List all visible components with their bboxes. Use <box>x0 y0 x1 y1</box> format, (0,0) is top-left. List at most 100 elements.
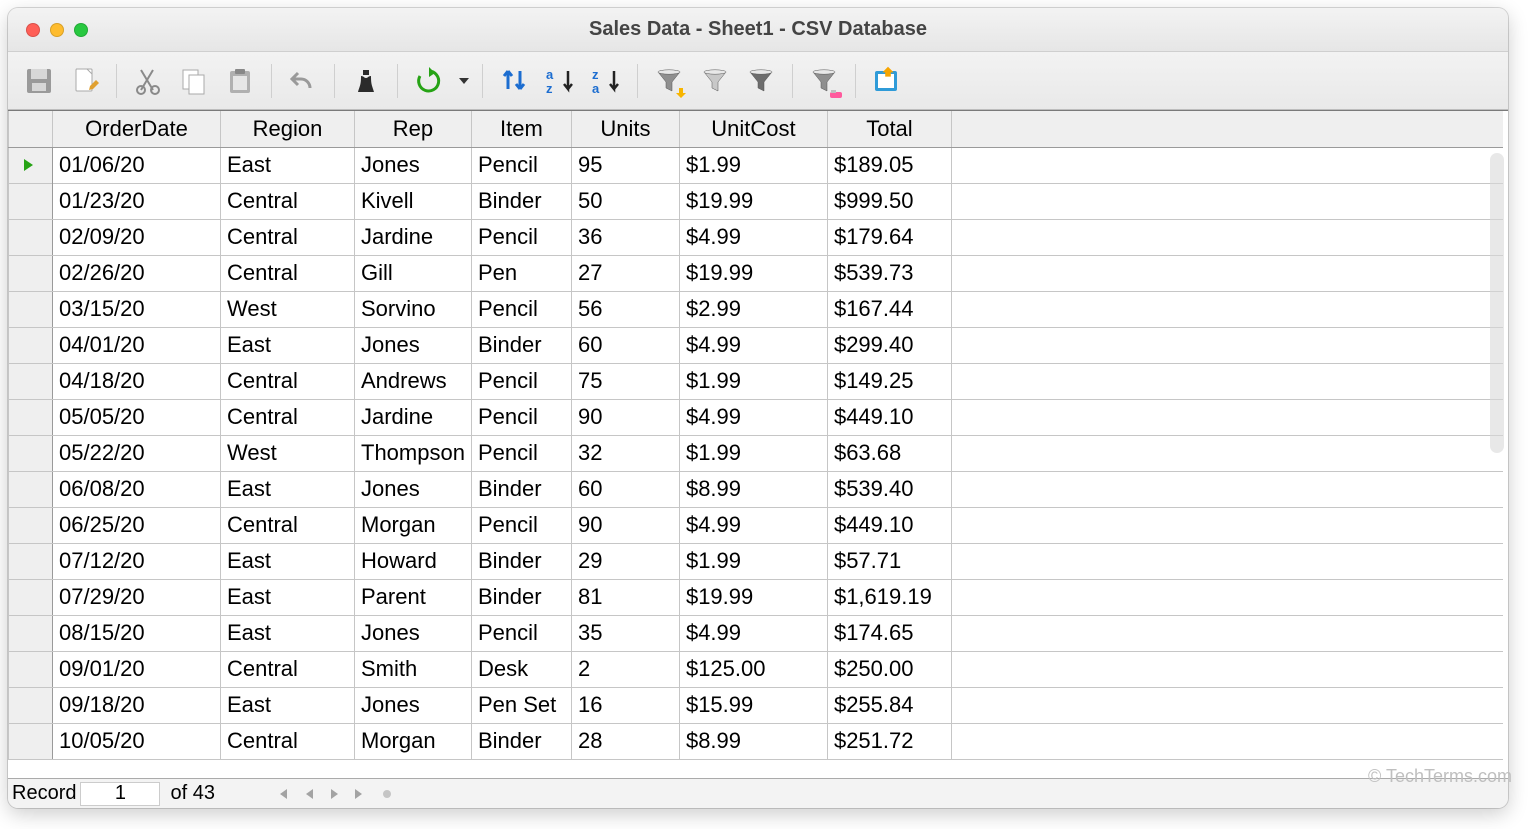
record-number-field[interactable]: 1 <box>80 782 160 806</box>
prev-record-button[interactable] <box>298 783 320 805</box>
cell[interactable]: Desk <box>471 651 571 687</box>
row-header[interactable] <box>9 471 53 507</box>
cell[interactable]: West <box>221 291 355 327</box>
cell[interactable]: 16 <box>571 687 679 723</box>
cell[interactable]: $1.99 <box>679 435 827 471</box>
cell[interactable]: Thompson <box>355 435 472 471</box>
cell[interactable]: Smith <box>355 651 472 687</box>
cell[interactable]: $4.99 <box>679 507 827 543</box>
new-record-button[interactable] <box>376 783 398 805</box>
last-record-button[interactable] <box>350 783 372 805</box>
cell[interactable]: 10/05/20 <box>53 723 221 759</box>
cell[interactable]: $4.99 <box>679 615 827 651</box>
autofilter-icon[interactable] <box>648 60 690 102</box>
cell[interactable]: $449.10 <box>827 507 951 543</box>
clear-filter-icon[interactable] <box>803 60 845 102</box>
cell[interactable]: $539.40 <box>827 471 951 507</box>
row-header[interactable] <box>9 255 53 291</box>
cell[interactable]: 60 <box>571 327 679 363</box>
refresh-icon[interactable] <box>408 60 450 102</box>
apply-filter-icon[interactable] <box>694 60 736 102</box>
cell[interactable]: East <box>221 615 355 651</box>
next-record-button[interactable] <box>324 783 346 805</box>
cell[interactable]: Central <box>221 183 355 219</box>
cell[interactable]: 90 <box>571 399 679 435</box>
cell[interactable]: $15.99 <box>679 687 827 723</box>
cell[interactable]: Pen <box>471 255 571 291</box>
cell[interactable]: 2 <box>571 651 679 687</box>
cell[interactable]: 06/25/20 <box>53 507 221 543</box>
cell[interactable]: Pencil <box>471 615 571 651</box>
cell[interactable]: Binder <box>471 471 571 507</box>
cell[interactable]: $149.25 <box>827 363 951 399</box>
cell[interactable]: $250.00 <box>827 651 951 687</box>
cell[interactable]: $167.44 <box>827 291 951 327</box>
cell[interactable]: 95 <box>571 147 679 183</box>
cell[interactable]: 32 <box>571 435 679 471</box>
cell[interactable]: East <box>221 471 355 507</box>
cell[interactable]: $255.84 <box>827 687 951 723</box>
cell[interactable]: $174.65 <box>827 615 951 651</box>
row-header[interactable] <box>9 435 53 471</box>
cell[interactable]: 09/01/20 <box>53 651 221 687</box>
column-header[interactable]: Item <box>471 111 571 147</box>
cell[interactable]: 05/05/20 <box>53 399 221 435</box>
cell[interactable]: 07/12/20 <box>53 543 221 579</box>
cell[interactable]: Jones <box>355 687 472 723</box>
cell[interactable]: $449.10 <box>827 399 951 435</box>
data-to-text-icon[interactable] <box>866 60 908 102</box>
sort-icon[interactable] <box>493 60 535 102</box>
cell[interactable]: Binder <box>471 543 571 579</box>
sort-asc-icon[interactable]: az <box>539 60 581 102</box>
cell[interactable]: $1,619.19 <box>827 579 951 615</box>
cell[interactable]: 75 <box>571 363 679 399</box>
cell[interactable]: East <box>221 687 355 723</box>
cell[interactable]: East <box>221 147 355 183</box>
cell[interactable]: 04/01/20 <box>53 327 221 363</box>
row-header[interactable] <box>9 327 53 363</box>
cell[interactable]: $189.05 <box>827 147 951 183</box>
row-header[interactable] <box>9 507 53 543</box>
cell[interactable]: Pencil <box>471 507 571 543</box>
cell[interactable]: 09/18/20 <box>53 687 221 723</box>
cell[interactable]: Central <box>221 399 355 435</box>
cell[interactable]: $999.50 <box>827 183 951 219</box>
save-icon[interactable] <box>18 60 60 102</box>
cell[interactable]: 60 <box>571 471 679 507</box>
cell[interactable]: Jones <box>355 327 472 363</box>
cell[interactable]: 07/29/20 <box>53 579 221 615</box>
row-header[interactable] <box>9 291 53 327</box>
refresh-icon-dropdown[interactable] <box>454 60 472 102</box>
data-grid[interactable]: OrderDateRegionRepItemUnitsUnitCostTotal… <box>8 110 1508 778</box>
cell[interactable]: Pencil <box>471 435 571 471</box>
cell[interactable]: Central <box>221 363 355 399</box>
cell[interactable]: Jones <box>355 615 472 651</box>
vertical-scrollbar[interactable] <box>1490 153 1504 453</box>
cell[interactable]: $4.99 <box>679 219 827 255</box>
paste-icon[interactable] <box>219 60 261 102</box>
row-header[interactable] <box>9 363 53 399</box>
cell[interactable]: 01/23/20 <box>53 183 221 219</box>
cell[interactable]: Binder <box>471 723 571 759</box>
cell[interactable]: Pencil <box>471 363 571 399</box>
cell[interactable]: 27 <box>571 255 679 291</box>
cell[interactable]: $1.99 <box>679 147 827 183</box>
cell[interactable]: $299.40 <box>827 327 951 363</box>
cell[interactable]: Andrews <box>355 363 472 399</box>
cell[interactable]: 06/08/20 <box>53 471 221 507</box>
cell[interactable]: $1.99 <box>679 363 827 399</box>
cell[interactable]: Parent <box>355 579 472 615</box>
cell[interactable]: 05/22/20 <box>53 435 221 471</box>
row-header[interactable] <box>9 723 53 759</box>
first-record-button[interactable] <box>272 783 294 805</box>
cell[interactable]: 08/15/20 <box>53 615 221 651</box>
column-header[interactable]: UnitCost <box>679 111 827 147</box>
cell[interactable]: Pencil <box>471 147 571 183</box>
cell[interactable]: 35 <box>571 615 679 651</box>
cell[interactable]: Pencil <box>471 291 571 327</box>
row-header[interactable] <box>9 147 53 183</box>
cell[interactable]: $251.72 <box>827 723 951 759</box>
cell[interactable]: $125.00 <box>679 651 827 687</box>
cell[interactable]: Morgan <box>355 507 472 543</box>
column-header[interactable]: Region <box>221 111 355 147</box>
